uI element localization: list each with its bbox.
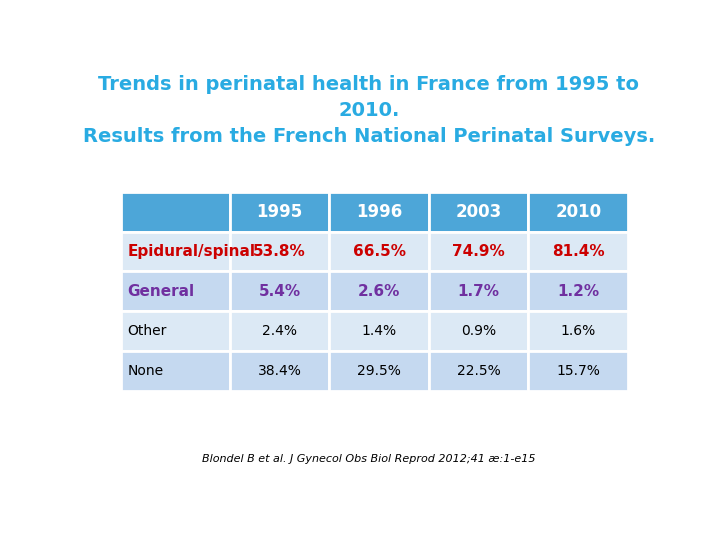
Text: 2010: 2010 xyxy=(555,202,601,220)
Text: 1.7%: 1.7% xyxy=(458,284,500,299)
FancyBboxPatch shape xyxy=(528,272,629,312)
FancyBboxPatch shape xyxy=(121,232,230,272)
Text: 81.4%: 81.4% xyxy=(552,244,605,259)
FancyBboxPatch shape xyxy=(429,312,528,352)
Text: 5.4%: 5.4% xyxy=(258,284,301,299)
Text: 0.9%: 0.9% xyxy=(461,325,496,339)
FancyBboxPatch shape xyxy=(329,312,429,352)
FancyBboxPatch shape xyxy=(230,192,329,232)
FancyBboxPatch shape xyxy=(329,272,429,312)
FancyBboxPatch shape xyxy=(230,232,329,272)
Text: 38.4%: 38.4% xyxy=(258,364,302,378)
FancyBboxPatch shape xyxy=(528,352,629,391)
FancyBboxPatch shape xyxy=(429,272,528,312)
Text: 74.9%: 74.9% xyxy=(452,244,505,259)
Text: Epidural/spinal: Epidural/spinal xyxy=(127,244,256,259)
Text: 2.6%: 2.6% xyxy=(358,284,400,299)
FancyBboxPatch shape xyxy=(121,312,230,352)
FancyBboxPatch shape xyxy=(329,352,429,391)
FancyBboxPatch shape xyxy=(429,232,528,272)
Text: 1.2%: 1.2% xyxy=(557,284,600,299)
FancyBboxPatch shape xyxy=(329,192,429,232)
Text: 2.4%: 2.4% xyxy=(262,325,297,339)
Text: General: General xyxy=(127,284,194,299)
FancyBboxPatch shape xyxy=(121,352,230,391)
Text: 1995: 1995 xyxy=(256,202,302,220)
FancyBboxPatch shape xyxy=(528,232,629,272)
FancyBboxPatch shape xyxy=(429,352,528,391)
Text: 15.7%: 15.7% xyxy=(557,364,600,378)
Text: 2003: 2003 xyxy=(456,202,502,220)
Text: 1.6%: 1.6% xyxy=(561,325,596,339)
Text: 29.5%: 29.5% xyxy=(357,364,401,378)
FancyBboxPatch shape xyxy=(230,352,329,391)
FancyBboxPatch shape xyxy=(121,272,230,312)
Text: Blondel B et al. J Gynecol Obs Biol Reprod 2012;41 æ:1-e15: Blondel B et al. J Gynecol Obs Biol Repr… xyxy=(202,454,536,464)
Text: Trends in perinatal health in France from 1995 to
2010.
Results from the French : Trends in perinatal health in France fro… xyxy=(83,75,655,146)
FancyBboxPatch shape xyxy=(230,312,329,352)
Text: Other: Other xyxy=(127,325,167,339)
Text: 1996: 1996 xyxy=(356,202,402,220)
FancyBboxPatch shape xyxy=(121,192,230,232)
Text: 1.4%: 1.4% xyxy=(361,325,397,339)
Text: 22.5%: 22.5% xyxy=(456,364,500,378)
Text: 66.5%: 66.5% xyxy=(353,244,405,259)
Text: 53.8%: 53.8% xyxy=(253,244,306,259)
FancyBboxPatch shape xyxy=(429,192,528,232)
FancyBboxPatch shape xyxy=(230,272,329,312)
FancyBboxPatch shape xyxy=(329,232,429,272)
FancyBboxPatch shape xyxy=(528,192,629,232)
FancyBboxPatch shape xyxy=(528,312,629,352)
Text: None: None xyxy=(127,364,163,378)
